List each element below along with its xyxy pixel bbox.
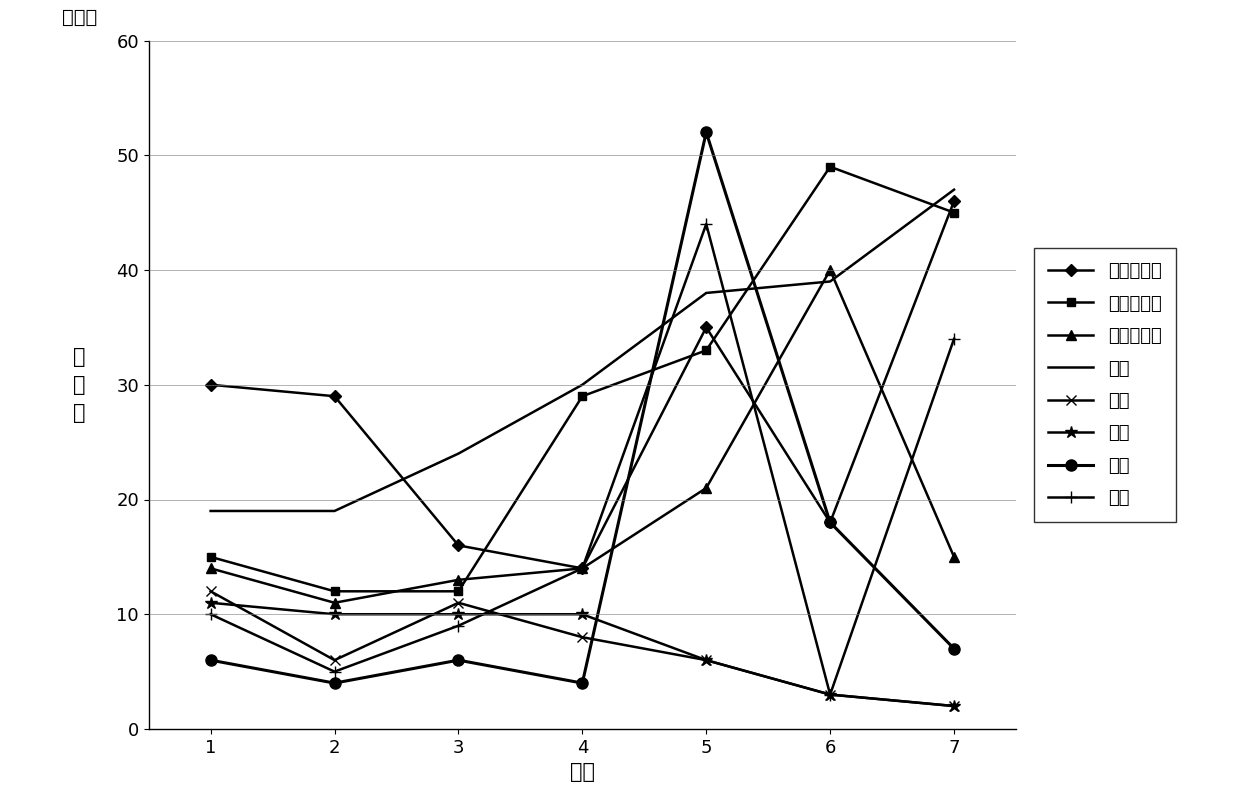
- 林地: [699, 220, 714, 229]
- Line: 水泥顶建筑: 水泥顶建筑: [206, 265, 959, 608]
- 水泥顶建筑: [327, 598, 342, 608]
- 农田: [575, 678, 590, 688]
- 红顶建筑物: [451, 586, 466, 596]
- 蓝顶建筑物: [699, 322, 714, 332]
- 蓝顶建筑物: [947, 196, 961, 206]
- 红顶建筑物: [203, 552, 218, 562]
- 水泥顶建筑: [451, 575, 466, 585]
- 农田: [203, 655, 218, 665]
- Line: 农田: 农田: [206, 126, 959, 688]
- 裸地: [947, 185, 961, 194]
- 水泥顶建筑: [699, 483, 714, 492]
- 农田: [947, 644, 961, 654]
- 林地: [575, 564, 590, 573]
- 蓝顶建筑物: [451, 540, 466, 550]
- 河流: [823, 690, 838, 700]
- 红顶建筑物: [823, 162, 838, 172]
- 湖泊: [203, 586, 218, 596]
- 蓝顶建筑物: [327, 391, 342, 401]
- X-axis label: 波段: 波段: [570, 762, 595, 782]
- 农田: [823, 518, 838, 527]
- 农田: [327, 678, 342, 688]
- 林地: [327, 667, 342, 676]
- 蓝顶建筑物: [575, 564, 590, 573]
- 水泥顶建筑: [575, 564, 590, 573]
- 湖泊: [575, 633, 590, 642]
- 水泥顶建筑: [823, 265, 838, 275]
- Text: 反
射
率: 反 射 率: [73, 347, 85, 423]
- 水泥顶建筑: [203, 564, 218, 573]
- 红顶建筑物: [327, 586, 342, 596]
- 裸地: [823, 277, 838, 287]
- 裸地: [575, 380, 590, 390]
- 裸地: [327, 506, 342, 516]
- 水泥顶建筑: [947, 552, 961, 562]
- 农田: [451, 655, 466, 665]
- Line: 裸地: 裸地: [211, 190, 954, 511]
- 河流: [575, 609, 590, 619]
- 林地: [947, 334, 961, 343]
- 红顶建筑物: [947, 208, 961, 218]
- Text: （％）: （％）: [62, 8, 97, 27]
- 林地: [823, 690, 838, 700]
- 河流: [451, 609, 466, 619]
- 林地: [203, 609, 218, 619]
- 蓝顶建筑物: [823, 518, 838, 527]
- 蓝顶建筑物: [203, 380, 218, 390]
- 河流: [947, 701, 961, 711]
- 湖泊: [327, 655, 342, 665]
- Legend: 蓝顶建筑物, 红顶建筑物, 水泥顶建筑, 裸地, 湖泊, 河流, 农田, 林地: 蓝顶建筑物, 红顶建筑物, 水泥顶建筑, 裸地, 湖泊, 河流, 农田, 林地: [1033, 248, 1176, 522]
- Line: 林地: 林地: [204, 218, 960, 701]
- Line: 红顶建筑物: 红顶建筑物: [207, 163, 958, 595]
- 林地: [451, 620, 466, 630]
- 河流: [203, 598, 218, 608]
- Line: 蓝顶建筑物: 蓝顶建筑物: [207, 197, 958, 573]
- 湖泊: [823, 690, 838, 700]
- 湖泊: [699, 655, 714, 665]
- Line: 河流: 河流: [204, 596, 960, 712]
- 河流: [699, 655, 714, 665]
- 湖泊: [947, 701, 961, 711]
- 红顶建筑物: [699, 345, 714, 355]
- 农田: [699, 127, 714, 137]
- Line: 湖泊: 湖泊: [206, 586, 959, 711]
- 裸地: [451, 449, 466, 458]
- 河流: [327, 609, 342, 619]
- 红顶建筑物: [575, 391, 590, 401]
- 裸地: [203, 506, 218, 516]
- 湖泊: [451, 598, 466, 608]
- 裸地: [699, 288, 714, 298]
